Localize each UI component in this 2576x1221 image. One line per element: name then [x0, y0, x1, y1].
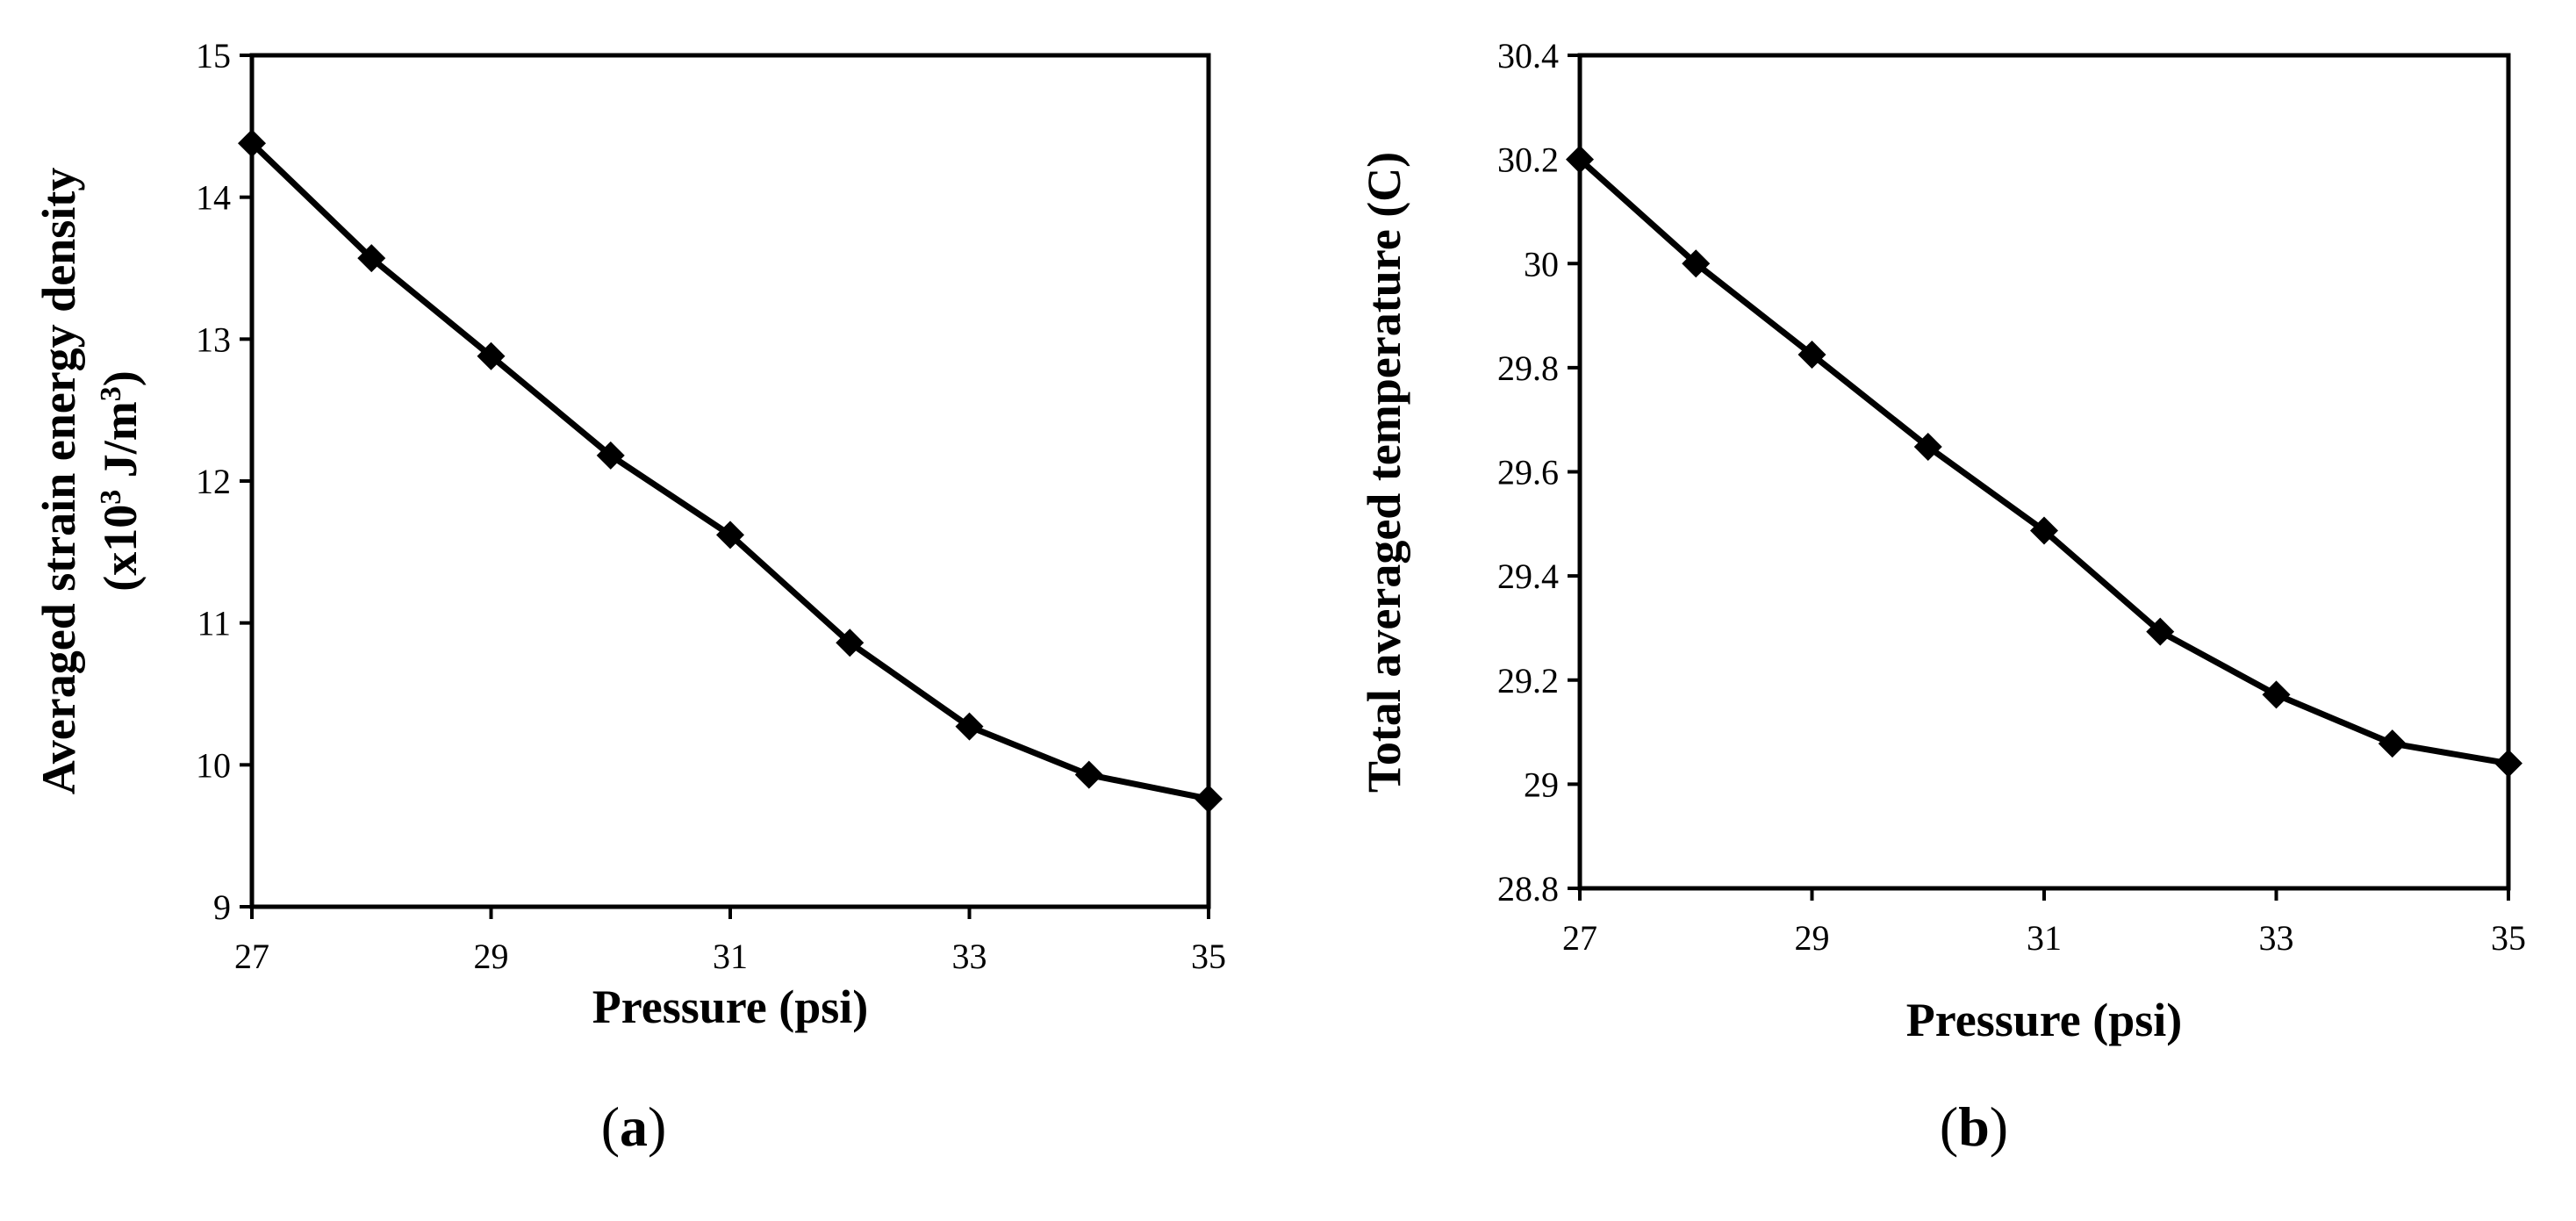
data-point-marker [955, 712, 984, 741]
y-tick-label: 29.8 [1497, 348, 1559, 388]
x-tick-label: 29 [474, 937, 509, 976]
y-tick-label: 29 [1524, 765, 1559, 804]
data-point-marker [596, 441, 625, 470]
data-point-marker [1797, 341, 1826, 370]
y-tick-label: 12 [196, 462, 231, 501]
x-tick-label: 27 [234, 937, 269, 976]
y-tick-label: 11 [197, 604, 231, 643]
y-tick-label: 13 [196, 320, 231, 359]
series-a [238, 129, 1223, 814]
x-tick-label: 33 [2259, 918, 2294, 958]
data-point-marker [2030, 516, 2058, 545]
data-point-marker [2146, 617, 2175, 646]
x-tick-label: 33 [952, 937, 987, 976]
x-axis-ticks-b: 27 29 31 33 35 [1562, 888, 2526, 958]
y-tick-label: 14 [196, 178, 231, 218]
data-point-marker [2494, 749, 2522, 778]
plot-area-frame-b [1577, 53, 2511, 891]
x-tick-label: 35 [1191, 937, 1226, 976]
data-point-marker [716, 521, 744, 549]
y-unit-close-a: ) [94, 370, 147, 386]
x-axis-label-b: Pressure (psi) [1906, 994, 2182, 1046]
data-point-marker [1074, 760, 1103, 789]
data-point-marker [2378, 729, 2407, 758]
y-unit-text-a: J/m [94, 401, 147, 490]
x-axis-ticks-a: 27 29 31 33 35 [234, 907, 1226, 976]
y-tick-label: 15 [196, 36, 231, 75]
data-point-marker [1566, 145, 1594, 174]
data-point-marker [238, 129, 266, 158]
x-tick-label: 31 [713, 937, 748, 976]
x-tick-label: 35 [2491, 918, 2526, 958]
y-tick-label: 30 [1524, 244, 1559, 284]
data-point-marker [1913, 433, 1942, 462]
panel-label-open-a: ( [601, 1095, 620, 1158]
y-tick-label: 30.4 [1497, 36, 1559, 75]
panel-label-close-a: ) [648, 1095, 666, 1158]
x-tick-label: 27 [1562, 918, 1597, 958]
y-tick-label: 9 [213, 887, 231, 927]
y-axis-label-a: Averaged strain energy density [32, 168, 85, 794]
y-tick-label: 28.8 [1497, 869, 1559, 909]
y-unit-exponent-a: 3 [95, 490, 127, 505]
panel-label-open-b: ( [1940, 1095, 1958, 1158]
y-tick-label: 30.2 [1497, 140, 1559, 180]
plot-area-frame-a [249, 53, 1211, 909]
data-point-marker [836, 628, 865, 657]
y-axis-unit-label-a: (x103 J/m3) [94, 370, 147, 591]
panel-label-a: (a) [601, 1095, 667, 1158]
data-point-marker [2262, 680, 2291, 709]
panel-label-letter-a: a [620, 1095, 648, 1158]
series-b [1566, 145, 2522, 778]
chart-panel-b: 28.8 29 29.2 29.4 29.6 29.8 30 30.2 30.4 27 29 31 3… [1358, 36, 2526, 1158]
data-point-marker [1195, 785, 1223, 814]
series-line [249, 140, 1209, 802]
series-line [1577, 156, 2509, 767]
y-unit-exponent2-a: 3 [95, 386, 127, 401]
data-point-marker [357, 244, 386, 273]
data-point-marker [477, 341, 506, 370]
data-point-marker [1682, 249, 1711, 278]
y-tick-label: 29.6 [1497, 453, 1559, 492]
y-unit-prefix-a: (x10 [94, 505, 147, 592]
y-axis-ticks-b: 28.8 29 29.2 29.4 29.6 29.8 30 30.2 30.4 [1497, 36, 1580, 909]
x-tick-label: 29 [1795, 918, 1830, 958]
panel-label-b: (b) [1940, 1095, 2008, 1158]
y-tick-label: 29.2 [1497, 661, 1559, 700]
y-tick-label: 29.4 [1497, 557, 1559, 596]
y-axis-ticks-a: 9 10 11 12 13 14 15 [196, 36, 252, 927]
x-axis-label-a: Pressure (psi) [592, 980, 868, 1033]
panel-label-letter-b: b [1958, 1095, 1990, 1158]
x-tick-label: 31 [2027, 918, 2062, 958]
y-axis-label-b: Total averaged temperature (C) [1358, 152, 1410, 793]
y-tick-label: 10 [196, 745, 231, 785]
panel-label-close-b: ) [1990, 1095, 2008, 1158]
